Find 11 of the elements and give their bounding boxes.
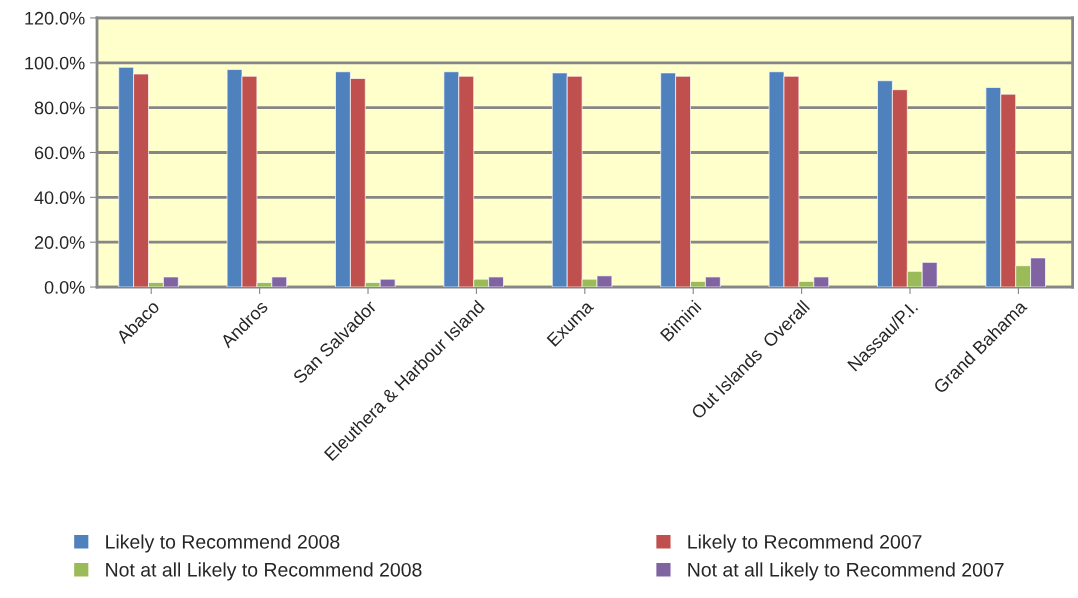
legend-label: Likely to Recommend 2008 bbox=[106, 534, 340, 553]
y-tick-label: 20.0% bbox=[34, 236, 85, 249]
y-tick-label: 40.0% bbox=[34, 191, 85, 205]
legend-label: Likely to Recommend 2007 bbox=[688, 534, 922, 553]
y-tick-label: 80.0% bbox=[34, 101, 85, 115]
legend-label: Not at all Likely to Recommend 2007 bbox=[688, 562, 1004, 581]
y-tick-label: 100.0% bbox=[25, 56, 85, 70]
y-tick-label: 120.0% bbox=[25, 11, 85, 25]
y-tick-label: 60.0% bbox=[34, 146, 85, 160]
legend-label: Not at all Likely to Recommend 2008 bbox=[106, 562, 422, 581]
y-tick-label: 0.0% bbox=[44, 280, 85, 294]
